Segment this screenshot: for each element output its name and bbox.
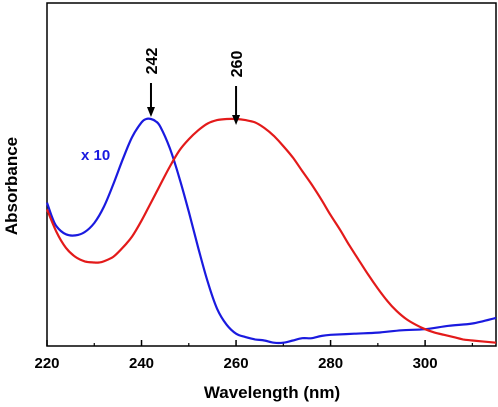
x-axis-label: Wavelength (nm) bbox=[204, 383, 340, 402]
x-tick-label: 280 bbox=[318, 355, 343, 372]
peak-arrowhead-242 bbox=[146, 107, 155, 117]
peak-label-260: 260 bbox=[229, 51, 246, 78]
peak-arrowhead-260 bbox=[232, 115, 241, 125]
annotation-layer: 242 260 bbox=[144, 48, 246, 125]
plot-frame bbox=[46, 2, 497, 347]
y-axis-label: Absorbance bbox=[2, 137, 21, 235]
x-tick-label: 240 bbox=[129, 355, 154, 372]
x-axis-ticks: 220 240 260 280 300 bbox=[34, 340, 473, 372]
x-tick-label: 220 bbox=[34, 355, 59, 372]
series-red-line bbox=[45, 117, 497, 344]
series-layer bbox=[45, 117, 497, 345]
scale-note-label: x 10 bbox=[81, 147, 110, 164]
x-tick-label: 260 bbox=[224, 355, 249, 372]
x-tick-label: 300 bbox=[413, 355, 438, 372]
series-blue-line bbox=[45, 117, 497, 345]
peak-label-242: 242 bbox=[144, 48, 161, 75]
